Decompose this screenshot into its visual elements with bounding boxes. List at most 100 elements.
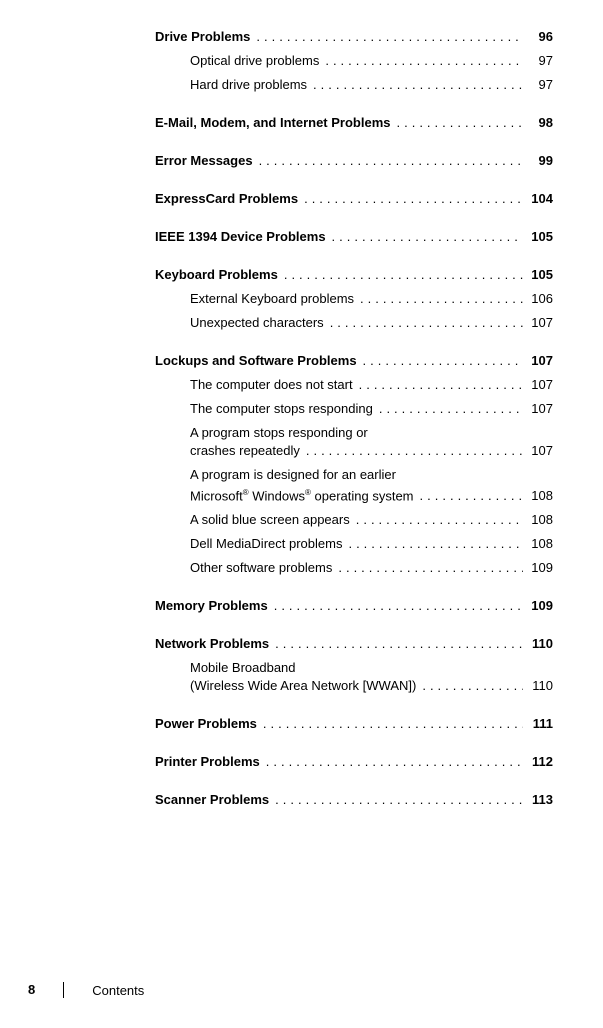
toc-main-entry: Memory Problems.........................… <box>155 597 553 615</box>
page-footer: 8 Contents <box>28 982 144 998</box>
toc-main-entry: Lockups and Software Problems...........… <box>155 352 553 370</box>
toc-sub-entry: Optical drive problems..................… <box>190 52 553 70</box>
toc-main-entry: Scanner Problems........................… <box>155 791 553 809</box>
toc-sub-entry: Hard drive problems.....................… <box>190 76 553 94</box>
toc-leader-dots: ........................................… <box>257 715 523 733</box>
toc-leader-dots: ........................................… <box>357 352 523 370</box>
toc-main-entry: ExpressCard Problems....................… <box>155 190 553 208</box>
toc-leader-dots: ........................................… <box>390 114 523 132</box>
toc-page-number: 105 <box>523 228 553 246</box>
toc-label: Drive Problems <box>155 28 250 46</box>
toc-leader-dots: ........................................… <box>269 635 523 653</box>
footer-section-label: Contents <box>64 983 144 998</box>
toc-sub-entry: Dell MediaDirect problems...............… <box>190 535 553 553</box>
toc-label: crashes repeatedly <box>190 442 300 460</box>
toc-label: Optical drive problems <box>190 52 319 70</box>
footer-page-number: 8 <box>28 982 64 998</box>
toc-label: Lockups and Software Problems <box>155 352 357 370</box>
toc-sub-entry: A solid blue screen appears.............… <box>190 511 553 529</box>
toc-main-entry: Keyboard Problems.......................… <box>155 266 553 284</box>
toc-page-number: 113 <box>523 791 553 809</box>
toc-label: Other software problems <box>190 559 332 577</box>
toc-sub-entry: Other software problems.................… <box>190 559 553 577</box>
toc-entry: Microsoft® Windows® operating system....… <box>190 484 553 505</box>
toc-label: Scanner Problems <box>155 791 269 809</box>
toc-main-entry: Network Problems........................… <box>155 635 553 653</box>
toc-label: E-Mail, Modem, and Internet Problems <box>155 114 390 132</box>
toc-entry: crashes repeatedly......................… <box>190 442 553 460</box>
toc-label: Hard drive problems <box>190 76 307 94</box>
toc-page-number: 106 <box>523 290 553 308</box>
toc-label: (Wireless Wide Area Network [WWAN]) <box>190 677 416 695</box>
toc-label: Mobile Broadband <box>190 659 296 677</box>
toc-page-number: 109 <box>523 597 553 615</box>
toc-main-entry: Printer Problems........................… <box>155 753 553 771</box>
toc-main-entry: Error Messages..........................… <box>155 152 553 170</box>
toc-page-number: 111 <box>523 715 553 733</box>
toc-leader-dots: ........................................… <box>414 487 523 505</box>
toc-page-number: 107 <box>523 442 553 460</box>
toc-sub-entry: The computer stops responding...........… <box>190 400 553 418</box>
toc-page-number: 108 <box>523 511 553 529</box>
toc-entry-line1: A program is designed for an earlier <box>190 466 553 484</box>
toc-page-number: 109 <box>523 559 553 577</box>
toc-label: Printer Problems <box>155 753 260 771</box>
toc-label: IEEE 1394 Device Problems <box>155 228 326 246</box>
toc-page-number: 110 <box>523 635 553 653</box>
toc-main-entry: Power Problems..........................… <box>155 715 553 733</box>
toc-leader-dots: ........................................… <box>373 400 523 418</box>
toc-page-number: 107 <box>523 376 553 394</box>
toc-label: A solid blue screen appears <box>190 511 350 529</box>
toc-label: Unexpected characters <box>190 314 324 332</box>
toc-leader-dots: ........................................… <box>269 791 523 809</box>
toc-label: A program stops responding or <box>190 424 368 442</box>
toc-label: Error Messages <box>155 152 253 170</box>
toc-label: ExpressCard Problems <box>155 190 298 208</box>
toc-label: Dell MediaDirect problems <box>190 535 342 553</box>
toc-content: Drive Problems..........................… <box>155 28 553 815</box>
toc-main-entry: E-Mail, Modem, and Internet Problems....… <box>155 114 553 132</box>
toc-leader-dots: ........................................… <box>324 314 523 332</box>
toc-page-number: 105 <box>523 266 553 284</box>
toc-label: Network Problems <box>155 635 269 653</box>
toc-entry-line1: Mobile Broadband <box>190 659 553 677</box>
toc-sub-entry: Unexpected characters...................… <box>190 314 553 332</box>
toc-leader-dots: ........................................… <box>319 52 523 70</box>
toc-leader-dots: ........................................… <box>332 559 523 577</box>
toc-page-number: 108 <box>523 535 553 553</box>
toc-label: Power Problems <box>155 715 257 733</box>
toc-leader-dots: ........................................… <box>416 677 523 695</box>
toc-page-number: 107 <box>523 314 553 332</box>
toc-main-entry: Drive Problems..........................… <box>155 28 553 46</box>
toc-leader-dots: ........................................… <box>307 76 523 94</box>
toc-page-number: 104 <box>523 190 553 208</box>
toc-sub-entry: The computer does not start.............… <box>190 376 553 394</box>
toc-label: Keyboard Problems <box>155 266 278 284</box>
toc-label: The computer stops responding <box>190 400 373 418</box>
toc-leader-dots: ........................................… <box>326 228 523 246</box>
toc-page-number: 112 <box>523 753 553 771</box>
toc-leader-dots: ........................................… <box>342 535 523 553</box>
toc-label: Memory Problems <box>155 597 268 615</box>
toc-leader-dots: ........................................… <box>354 290 523 308</box>
toc-page-number: 107 <box>523 400 553 418</box>
toc-page-number: 110 <box>523 677 553 695</box>
toc-label: A program is designed for an earlier <box>190 466 396 484</box>
toc-page-number: 108 <box>523 487 553 505</box>
toc-page-number: 107 <box>523 352 553 370</box>
toc-label: External Keyboard problems <box>190 290 354 308</box>
toc-sub-entry: External Keyboard problems..............… <box>190 290 553 308</box>
toc-leader-dots: ........................................… <box>268 597 523 615</box>
toc-page-number: 97 <box>523 52 553 70</box>
toc-leader-dots: ........................................… <box>260 753 523 771</box>
toc-page-number: 96 <box>523 28 553 46</box>
toc-leader-dots: ........................................… <box>250 28 523 46</box>
toc-label: Microsoft® Windows® operating system <box>190 484 414 505</box>
toc-page-number: 98 <box>523 114 553 132</box>
toc-leader-dots: ........................................… <box>278 266 523 284</box>
toc-leader-dots: ........................................… <box>353 376 523 394</box>
toc-label: The computer does not start <box>190 376 353 394</box>
toc-leader-dots: ........................................… <box>300 442 523 460</box>
toc-main-entry: IEEE 1394 Device Problems...............… <box>155 228 553 246</box>
toc-leader-dots: ........................................… <box>298 190 523 208</box>
